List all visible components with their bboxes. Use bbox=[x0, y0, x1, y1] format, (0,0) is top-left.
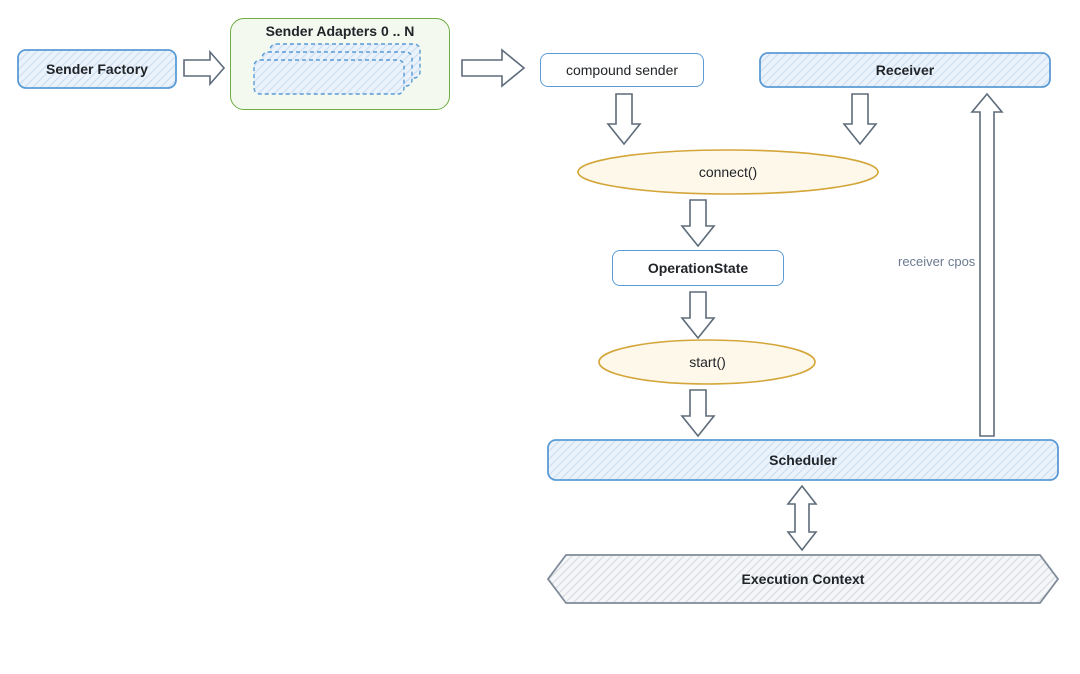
arrow-receiver-to-connect bbox=[844, 94, 876, 144]
arrow-adapters-to-compound bbox=[462, 50, 524, 86]
arrow-opstate-to-start bbox=[682, 292, 714, 338]
arrow-scheduler-to-receiver bbox=[972, 94, 1002, 436]
arrow-connect-to-opstate bbox=[682, 200, 714, 246]
arrow-compound-to-connect bbox=[608, 94, 640, 144]
edges bbox=[0, 0, 1080, 674]
arrow-factory-to-adapters bbox=[184, 52, 224, 84]
arrow-start-to-scheduler bbox=[682, 390, 714, 436]
edge-label-receiver-cpos: receiver cpos bbox=[898, 254, 975, 269]
arrow-scheduler-exec-double bbox=[786, 486, 818, 550]
